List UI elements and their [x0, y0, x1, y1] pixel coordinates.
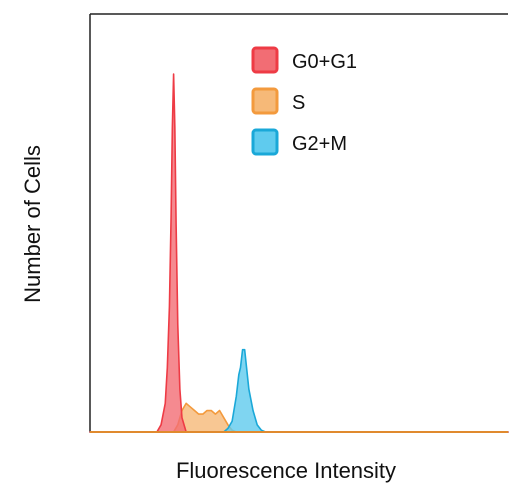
legend-swatch-g2-m	[251, 128, 279, 156]
legend-label-g0-g1: G0+G1	[292, 51, 357, 73]
legend-swatch-s	[251, 87, 279, 115]
x-axis-label: Fluorescence Intensity	[176, 458, 396, 483]
legend-swatch-g0-g1	[251, 46, 279, 74]
series-area-g2-m	[89, 348, 509, 433]
series-layer	[89, 73, 509, 433]
legend-label-g2-m: G2+M	[292, 133, 347, 155]
legend-label-s: S	[292, 92, 305, 114]
series-area-s	[89, 402, 509, 433]
series-area-g0-g1	[89, 73, 509, 433]
legend: G0+G1 S G2+M	[251, 46, 357, 156]
y-axis-label: Number of Cells	[20, 145, 45, 303]
